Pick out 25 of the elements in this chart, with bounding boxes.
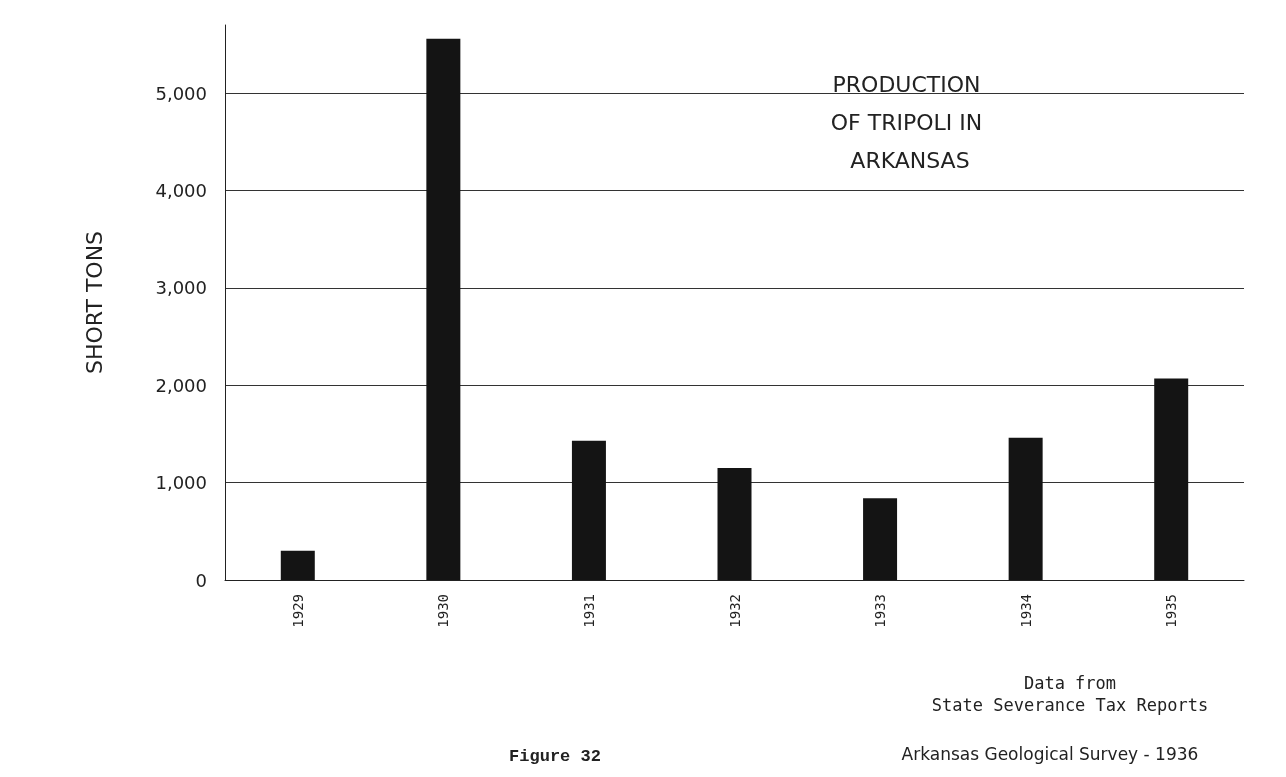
y-tick-label: 4,000 [155,180,207,202]
x-tick-label: 1929 [289,594,306,628]
y-tick-label: 3,000 [155,277,207,299]
bar [1154,378,1189,580]
bar [280,550,315,580]
caption: Figure 32 [509,746,601,766]
x-tick-label: 1933 [872,594,889,628]
y-tick-label: 0 [195,569,207,591]
y-axis-title: SHORT TONS [81,230,107,375]
y-tick-label: 5,000 [155,82,207,104]
x-tick-label: 1932 [726,594,743,628]
x-tick-label: 1934 [1017,594,1034,628]
bar [571,440,606,580]
x-tick-label: 1930 [435,594,452,628]
x-tick-label: 1931 [580,594,597,628]
text: PRODUCTION OF TRIPOLI IN ARKANSAS [830,71,990,173]
bar [717,468,752,580]
text: Arkansas Geological Survey - 1936 [901,744,1199,764]
y-tick-label: 2,000 [155,374,207,396]
bar [426,38,461,580]
text: Data from State Severance Tax Reports [931,673,1209,715]
y-tick-label: 1,000 [155,472,207,494]
bar [1008,437,1043,580]
bar [863,498,898,580]
x-tick-label: 1935 [1163,594,1180,628]
